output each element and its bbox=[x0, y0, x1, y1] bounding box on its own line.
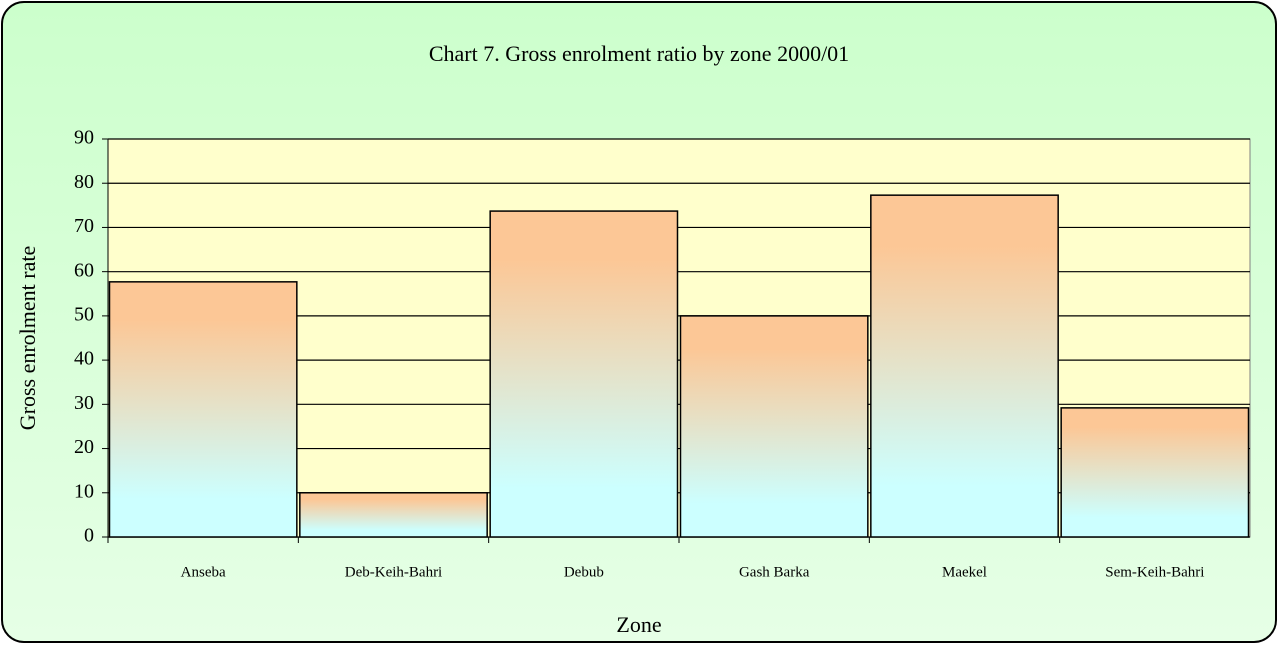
x-tick-label: Sem-Keih-Bahri bbox=[1105, 564, 1204, 580]
x-tick-label: Anseba bbox=[181, 564, 226, 580]
bar bbox=[108, 281, 298, 538]
y-tick-label: 80 bbox=[74, 171, 94, 193]
bar bbox=[870, 194, 1059, 538]
bar bbox=[1060, 407, 1250, 538]
y-tick-label: 90 bbox=[74, 127, 94, 149]
y-tick-label: 40 bbox=[74, 348, 94, 370]
y-tick-label: 30 bbox=[74, 392, 94, 414]
x-tick-label: Debub bbox=[564, 564, 604, 580]
bar bbox=[679, 315, 869, 538]
y-tick-label: 60 bbox=[74, 259, 94, 281]
y-tick-label: 20 bbox=[74, 436, 94, 458]
x-tick-label: Gash Barka bbox=[739, 564, 810, 580]
y-axis-label: Gross enrolment rate bbox=[15, 246, 40, 431]
bar bbox=[299, 492, 488, 538]
chart-title: Chart 7. Gross enrolment ratio by zone 2… bbox=[429, 41, 849, 66]
y-tick-label: 0 bbox=[84, 525, 94, 547]
y-tick-label: 10 bbox=[74, 480, 94, 502]
bar bbox=[489, 210, 679, 538]
x-tick-label: Maekel bbox=[942, 564, 987, 580]
y-tick-label: 50 bbox=[74, 303, 94, 325]
x-tick-label: Deb-Keih-Bahri bbox=[345, 564, 442, 580]
y-tick-label: 70 bbox=[74, 215, 94, 237]
x-axis-label: Zone bbox=[616, 612, 661, 637]
plot-area bbox=[107, 138, 1251, 538]
